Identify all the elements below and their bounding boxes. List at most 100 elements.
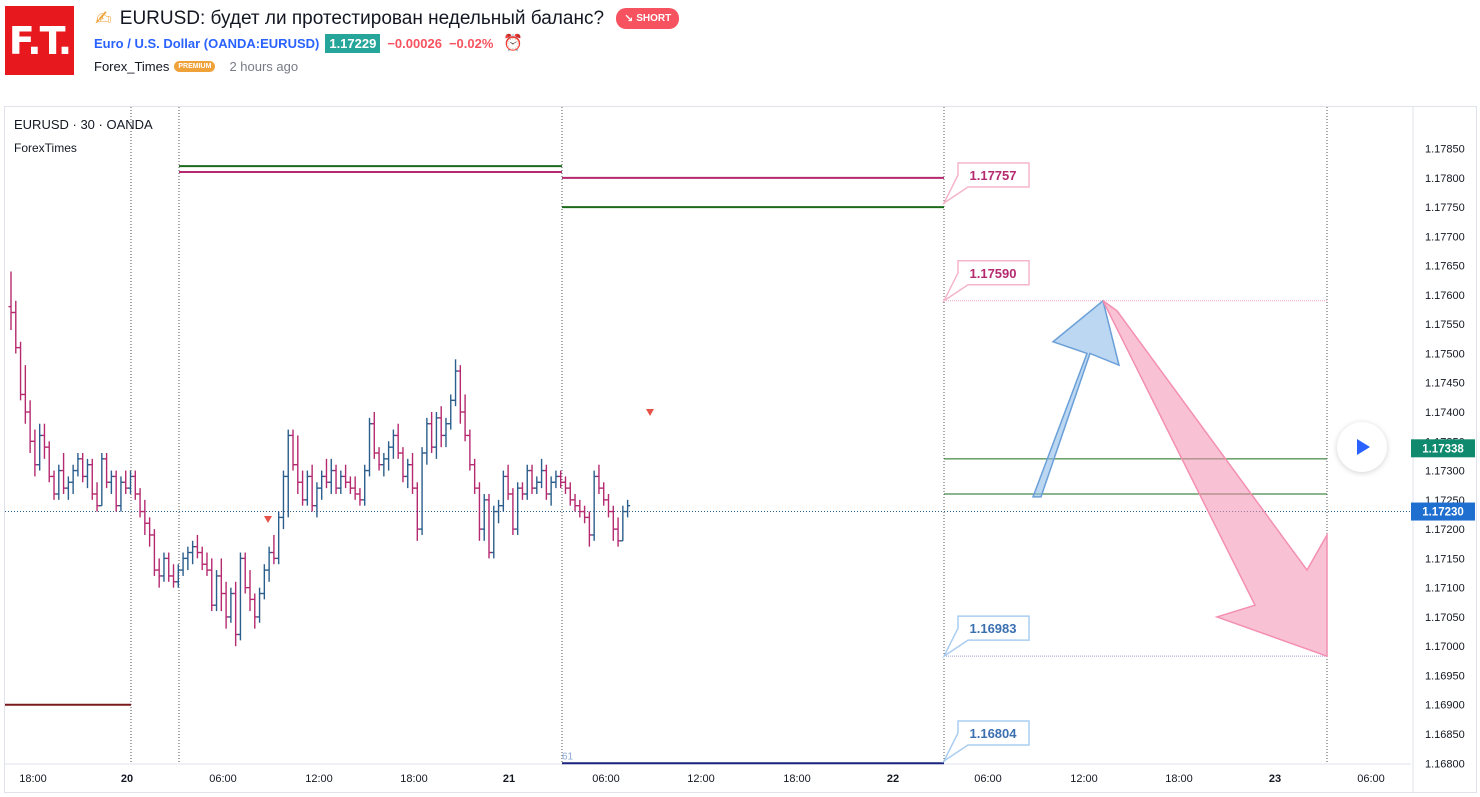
ohlc-bar [367,417,372,477]
ohlc-bar [553,470,559,489]
ohlc-bar [61,453,67,494]
ohlc-bar [462,394,468,442]
price-change-percent: −0.02% [448,35,494,51]
ohlc-bar [476,482,482,541]
ohlc-bar [548,476,554,506]
ohlc-bar [491,505,497,559]
x-tick-label: 12:00 [305,773,333,785]
ohlc-bar [376,447,382,471]
chart-panel[interactable]: 1.17850 1.17800 1.17750 1.17700 1.17650 1.176… [4,106,1477,793]
ohlc-bar [534,476,540,494]
price-change: −0.00026 [387,35,442,51]
alarm-clock-icon[interactable]: ⏰ [503,35,524,52]
y-tick-label: 1.16950 [1425,670,1465,682]
ohlc-bar [524,464,530,500]
ohlc-bar [271,534,277,565]
ohlc-bar [27,400,33,453]
y-tick-label: 1.16800 [1425,758,1465,770]
ohlc-bar [118,476,124,512]
ohlc-bar [505,464,511,500]
ohlc-bar [328,458,334,494]
level-callout [942,720,1030,764]
ohlc-bar [161,552,167,582]
ohlc-bar [18,341,24,401]
ohlc-bar [625,499,631,518]
ohlc-bar [381,453,387,477]
pencil-icon: ✍ [95,8,112,30]
ohlc-bar [280,470,286,530]
y-tick-label: 1.17600 [1425,290,1465,302]
marked-price-label: 1.17338 [1422,443,1464,455]
ohlc-bar [357,488,363,506]
y-tick-label: 1.17750 [1425,202,1465,214]
y-tick-label: 1.17200 [1425,524,1465,536]
x-tick-label: 12:00 [1070,773,1098,785]
ohlc-bar [414,482,420,541]
last-price-badge: 1.17229 [325,33,381,53]
arrow-down-right-icon: ↘ [624,13,634,25]
ohlc-bar [295,435,301,494]
level-callout [942,260,1030,303]
ohlc-bar [496,499,502,524]
ohlc-bar [582,505,588,524]
ohlc-bar [261,564,267,600]
ohlc-bar [185,546,191,571]
x-tick-label: 06:00 [974,773,1002,785]
ohlc-bar [266,546,272,582]
level-callout [942,615,1030,659]
ohlc-bar [75,453,81,477]
idea-title: EURUSD: будет ли протестирован недельный… [119,7,605,29]
y-tick-label: 1.17400 [1425,407,1465,419]
ohlc-bar [610,505,616,541]
level-label: 1.16804 [970,726,1018,741]
author-link[interactable]: Forex_Times [94,59,170,74]
ohlc-bar [242,552,248,594]
y-tick-label: 1.16900 [1425,700,1465,712]
play-button[interactable] [1337,422,1387,472]
ohlc-bar [41,423,47,459]
ohlc-bar [151,529,157,576]
y-tick-label: 1.17050 [1425,612,1465,624]
blue-up-arrow [1031,299,1121,498]
x-tick-label: 18:00 [1165,773,1193,785]
ohlc-bar [156,558,162,588]
ohlc-bar [319,470,325,500]
ohlc-bar [443,417,449,448]
bottom-note: 61 [562,751,574,762]
y-tick-label: 1.17000 [1425,641,1465,653]
x-tick-label: 06:00 [209,773,237,785]
ohlc-bar [65,476,71,500]
ohlc-bar [300,470,306,506]
ohlc-bar [419,447,425,535]
y-tick-label: 1.17450 [1425,378,1465,390]
ohlc-bar [166,552,172,582]
ohlc-bar [147,517,153,547]
ohlc-bar [218,558,224,612]
ohlc-bar [276,511,282,565]
y-tick-label: 1.17550 [1425,319,1465,331]
ohlc-bar [472,458,478,494]
ohlc-bar [390,429,396,459]
idea-title-row: ✍ EURUSD: будет ли протестирован недельн… [95,6,680,31]
ohlc-bar [433,412,439,459]
premium-badge: PREMIUM [174,61,216,72]
ohlc-bar [304,470,310,506]
ohlc-bar [22,365,28,424]
ohlc-bar [80,453,86,483]
ohlc-bar [438,406,444,448]
ohlc-bar [290,429,296,471]
chart-symbol-label: EURUSD · 30 · OANDA [14,117,153,132]
ohlc-bar [257,587,263,623]
ohlc-bar [32,429,38,477]
ohlc-bar [410,453,416,494]
x-tick-label: 20 [121,773,133,785]
indicator-label: ForexTimes [14,141,77,155]
signal-marker [264,516,272,523]
price-chart[interactable]: 1.17850 1.17800 1.17750 1.17700 1.17650 1.176… [5,107,1476,792]
ohlc-bar [175,564,181,588]
ohlc-bar [99,453,105,507]
level-label: 1.16983 [970,621,1017,636]
short-badge[interactable]: ↘ SHORT [616,8,680,29]
symbol-link[interactable]: Euro / U.S. Dollar (OANDA:EURUSD) [94,35,320,51]
ohlc-bar [457,365,463,424]
